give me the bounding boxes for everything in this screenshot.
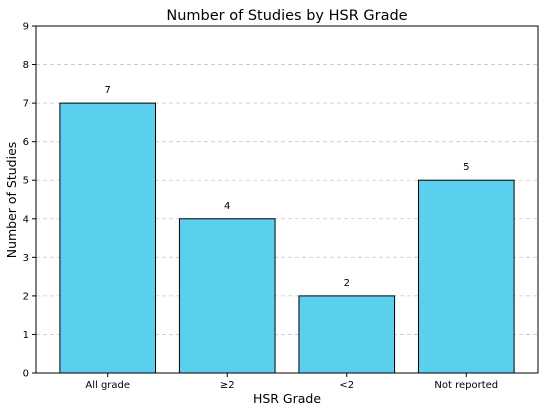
data-label: 4 <box>224 201 230 212</box>
y-tick-label: 1 <box>23 330 29 341</box>
chart-title: Number of Studies by HSR Grade <box>166 8 407 24</box>
y-tick-label: 9 <box>23 22 29 33</box>
y-tick-label: 8 <box>23 60 29 71</box>
y-tick-label: 6 <box>23 137 29 148</box>
bar <box>178 218 276 374</box>
data-label: 7 <box>105 85 111 96</box>
plot-frame <box>35 25 539 374</box>
bars <box>59 102 515 374</box>
y-tick-label: 0 <box>23 369 29 380</box>
x-tick-label: All grade <box>85 380 130 391</box>
bar <box>417 179 515 374</box>
bar <box>59 102 157 374</box>
y-tick-label: 4 <box>23 214 29 225</box>
y-tick-label: 2 <box>23 291 29 302</box>
x-axis-label: HSR Grade <box>253 391 321 406</box>
y-tick-label: 5 <box>23 176 29 187</box>
x-tick-label: <2 <box>339 380 354 391</box>
y-axis-label: Number of Studies <box>4 142 19 259</box>
bar <box>298 295 396 374</box>
x-axis-ticks: All grade ≥2 <2 Not reported <box>85 373 498 391</box>
data-label: 5 <box>463 162 469 173</box>
data-labels: 7 4 2 5 <box>105 85 470 289</box>
x-tick-label: ≥2 <box>220 380 235 391</box>
data-label: 2 <box>344 278 350 289</box>
y-axis-ticks: 0 1 2 3 4 5 6 7 8 9 <box>23 22 36 380</box>
y-tick-label: 3 <box>23 253 29 264</box>
y-tick-label: 7 <box>23 99 29 110</box>
x-tick-label: Not reported <box>434 380 498 391</box>
